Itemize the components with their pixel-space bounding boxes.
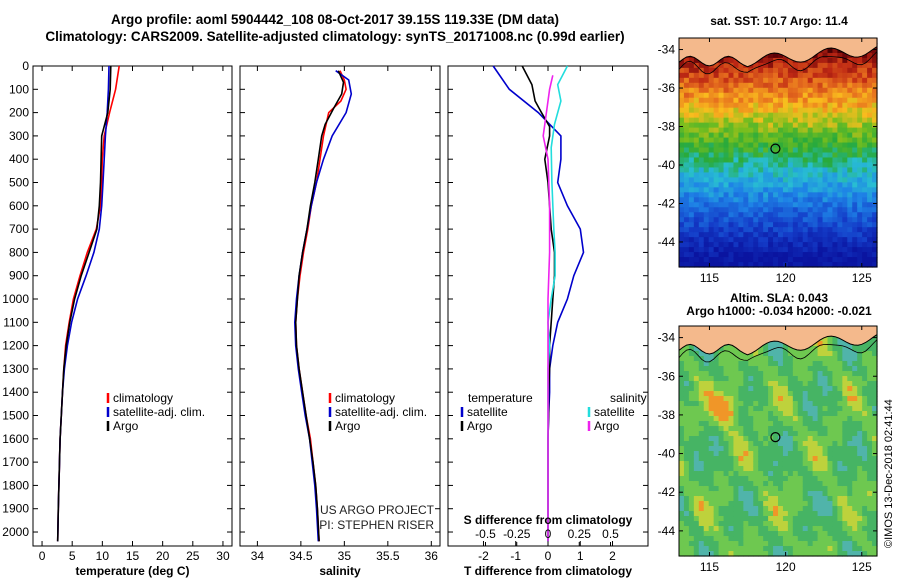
sst-lon-label: 120 bbox=[776, 271, 796, 285]
y-tick-label: 300 bbox=[9, 129, 29, 143]
sst-bathymetry-contour bbox=[678, 51, 878, 75]
series-line-argo bbox=[56, 65, 112, 542]
x-tick-label: 35 bbox=[338, 549, 352, 563]
x-tick-label: 35.5 bbox=[376, 549, 400, 563]
sst-lat-label: -44 bbox=[658, 235, 676, 249]
sla-lat-label: -40 bbox=[658, 447, 676, 461]
legend-satellite-1-label: satellite-adj. clim. bbox=[113, 405, 205, 419]
plot-frame-2 bbox=[239, 65, 441, 547]
x-axis-label: T difference from climatology bbox=[464, 564, 632, 578]
x-axis-label: salinity bbox=[319, 564, 361, 578]
legend-argo-2-label: Argo bbox=[335, 419, 361, 433]
legend-temp-satellite-label: satellite bbox=[467, 405, 508, 419]
y-tick-label: 1900 bbox=[2, 502, 29, 516]
y-tick-label: 1400 bbox=[2, 385, 29, 399]
sla-land bbox=[678, 325, 878, 356]
legend-climatology-2-label: climatology bbox=[335, 391, 395, 405]
sla-bathymetry-contour bbox=[678, 339, 878, 363]
x-tick-label: 10 bbox=[96, 549, 110, 563]
legend-climatology-1-label: climatology bbox=[113, 391, 173, 405]
sst-lat-label: -42 bbox=[658, 196, 676, 210]
sla-lat-label: -42 bbox=[658, 485, 676, 499]
sst-lat-label: -36 bbox=[658, 81, 676, 95]
legend-sal-argo-label: Argo bbox=[594, 419, 620, 433]
y-tick-label: 800 bbox=[9, 245, 29, 259]
x-tick-label: 20 bbox=[156, 549, 170, 563]
sla-lat-label: -36 bbox=[658, 369, 676, 383]
sla-lat-label: -38 bbox=[658, 408, 676, 422]
secondary-tick-label: 0.5 bbox=[602, 527, 619, 541]
sst-map-title: sat. SST: 10.7 Argo: 11.4 bbox=[710, 14, 848, 28]
y-tick-label: 1300 bbox=[2, 362, 29, 376]
sla-lat-label: -44 bbox=[658, 524, 676, 538]
x-axis-label: temperature (deg C) bbox=[75, 564, 189, 578]
y-tick-label: 1500 bbox=[2, 409, 29, 423]
x-tick-label: 15 bbox=[126, 549, 140, 563]
sst-lat-label: -34 bbox=[658, 43, 676, 57]
x-tick-label: 30 bbox=[216, 549, 230, 563]
sla-map-frame bbox=[678, 325, 878, 557]
sla-lon-label: 115 bbox=[700, 560, 719, 574]
credit-project: US ARGO PROJECT bbox=[320, 503, 435, 517]
y-tick-label: 500 bbox=[9, 176, 29, 190]
sst-land bbox=[678, 37, 878, 68]
legend-temp-argo-label: Argo bbox=[467, 419, 493, 433]
sst-lat-label: -40 bbox=[658, 158, 676, 172]
y-tick-label: 600 bbox=[9, 199, 29, 213]
sla-map-title-2: Argo h1000: -0.034 h2000: -0.021 bbox=[686, 304, 872, 318]
credit-pi: PI: STEPHEN RISER bbox=[319, 518, 434, 532]
plot-frame-1 bbox=[32, 65, 233, 547]
sla-float-marker bbox=[770, 432, 781, 443]
figure-title-line-1: Argo profile: aoml 5904442_108 08-Oct-20… bbox=[111, 12, 559, 27]
secondary-tick-label: -0.5 bbox=[475, 527, 496, 541]
y-tick-label: 100 bbox=[9, 82, 29, 96]
sla-lon-label: 120 bbox=[776, 560, 796, 574]
y-tick-label: 1800 bbox=[2, 478, 29, 492]
y-tick-label: 2000 bbox=[2, 525, 29, 539]
secondary-tick-label: 0.25 bbox=[568, 527, 592, 541]
x-tick-label: 34.5 bbox=[289, 549, 313, 563]
sst-lat-label: -38 bbox=[658, 120, 676, 134]
x-tick-label: 25 bbox=[186, 549, 200, 563]
sst-map-frame bbox=[678, 37, 878, 268]
x-tick-label: 2 bbox=[609, 549, 616, 563]
y-tick-label: 400 bbox=[9, 152, 29, 166]
y-tick-label: 1200 bbox=[2, 339, 29, 353]
x-tick-label: 1 bbox=[577, 549, 584, 563]
y-tick-label: 1000 bbox=[2, 292, 29, 306]
secondary-tick-label: 0 bbox=[545, 527, 552, 541]
series-line-salinity-argo bbox=[542, 75, 554, 542]
legend-sal-satellite-label: satellite bbox=[594, 405, 635, 419]
secondary-axis-label: S difference from climatology bbox=[464, 513, 633, 527]
x-tick-label: 0 bbox=[545, 549, 552, 563]
secondary-tick-label: -0.25 bbox=[503, 527, 531, 541]
x-tick-label: -1 bbox=[510, 549, 521, 563]
sst-lon-label: 115 bbox=[700, 271, 719, 285]
legend-argo-1-label: Argo bbox=[113, 419, 139, 433]
sst-lon-label: 125 bbox=[852, 271, 872, 285]
sla-lat-label: -34 bbox=[658, 331, 676, 345]
legend-salinity-heading: salinity bbox=[610, 391, 647, 405]
x-tick-label: 34 bbox=[251, 549, 265, 563]
y-tick-label: 1600 bbox=[2, 432, 29, 446]
y-tick-label: 900 bbox=[9, 269, 29, 283]
series-line-argo bbox=[294, 70, 345, 542]
sst-float-marker bbox=[770, 143, 781, 154]
legend-temperature-heading: temperature bbox=[468, 391, 533, 405]
x-tick-label: 0 bbox=[39, 549, 46, 563]
y-tick-label: 1700 bbox=[2, 455, 29, 469]
sla-map-title-1: Altim. SLA: 0.043 bbox=[729, 291, 829, 305]
x-tick-label: 36 bbox=[425, 549, 439, 563]
legend-satellite-2-label: satellite-adj. clim. bbox=[335, 405, 427, 419]
y-tick-label: 700 bbox=[9, 222, 29, 236]
y-tick-label: 0 bbox=[22, 59, 29, 73]
y-tick-label: 200 bbox=[9, 106, 29, 120]
x-tick-label: -2 bbox=[478, 549, 489, 563]
x-tick-label: 5 bbox=[69, 549, 76, 563]
y-tick-label: 1100 bbox=[3, 315, 29, 329]
sla-lon-label: 125 bbox=[852, 560, 872, 574]
figure-title-line-2: Climatology: CARS2009. Satellite-adjuste… bbox=[45, 29, 625, 44]
